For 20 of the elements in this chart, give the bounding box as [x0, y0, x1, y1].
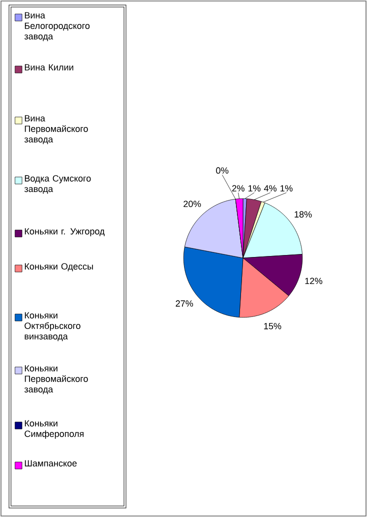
legend-label: Коньяки г. Ужгород [24, 228, 105, 236]
data-label: 18% [294, 211, 312, 218]
legend-label: Коньяки Первомайского завода [24, 365, 88, 394]
legend-label: Коньяки Одессы [24, 263, 93, 272]
legend-label: Шампанское [24, 460, 77, 466]
legend-label: Вина Первомайского завода [24, 115, 88, 144]
text: 0% [216, 167, 228, 174]
legend-label: Вина Белогородского завода [24, 12, 90, 42]
data-label: 1% [248, 185, 260, 192]
legend-label: Вина Килии [24, 64, 74, 70]
data-label: 1% [280, 185, 293, 192]
legend-label: Коньяки Октябрьского винзавода [24, 312, 80, 342]
data-label: 20% [184, 200, 201, 208]
data-label: 2% [232, 185, 244, 192]
data-label: 12% [305, 278, 322, 284]
data-label: 4% [264, 185, 276, 192]
legend-label: Водка Сумского завода [24, 175, 91, 194]
legend-label: Коньяки Симферополя [24, 420, 84, 439]
data-label: 15% [264, 322, 282, 330]
data-label: 27% [176, 300, 194, 307]
